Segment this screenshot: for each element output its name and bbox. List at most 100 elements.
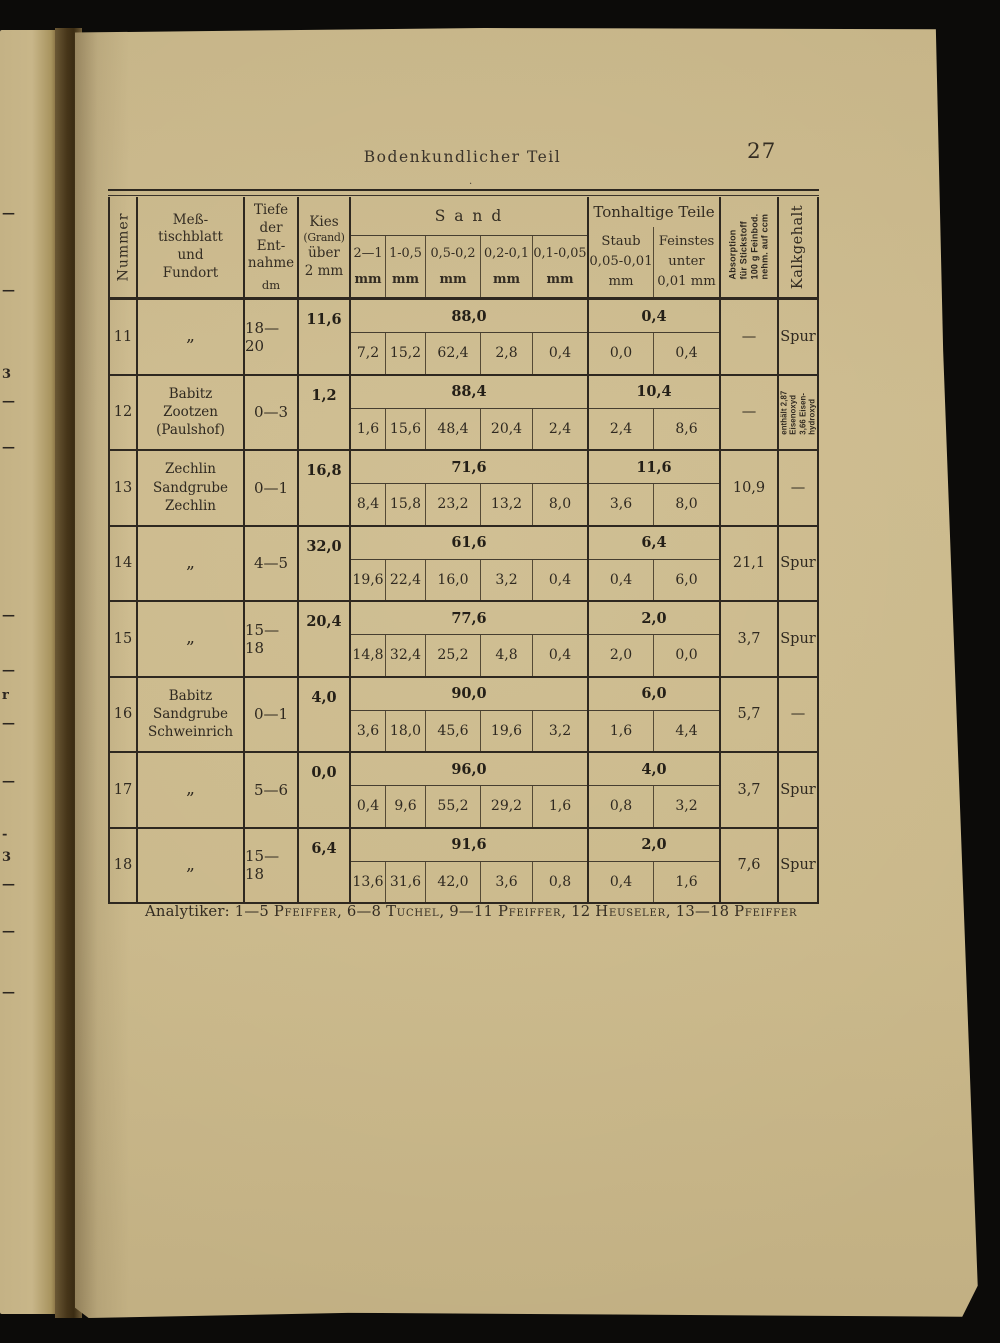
table-row: 13 Zechlin Sandgrube Zechlin 0—1 16,8 71,6…: [108, 451, 819, 527]
sand-value: 3,6: [480, 861, 532, 902]
header-kalkgehalt: Kalkgehalt: [779, 197, 819, 297]
kalkgehalt-cell: —: [779, 451, 819, 525]
kalk-iron-note: enthält 2,87 Eisenoxyd 3,66 Eisen-hydroxyd: [779, 390, 817, 435]
sand-fractions: 3,6 18,0 45,6 19,6 3,2: [351, 710, 587, 751]
margin-bleed-mark: —: [2, 924, 15, 939]
fundort-cell: „: [138, 300, 245, 374]
sand-fractions: 19,6 22,4 16,0 3,2 0,4: [351, 559, 587, 600]
margin-bleed-mark: —: [2, 440, 15, 455]
ton-value: 0,0: [653, 635, 719, 676]
sand-total: 96,0: [451, 760, 487, 778]
absorption-cell: 10,9: [721, 451, 779, 525]
table-row: 14 „ 4—5 32,0 61,6 19,6 22,4 16,0 3,2 0,4 6,…: [108, 526, 819, 602]
sand-total: 88,0: [451, 307, 487, 325]
sand-value: 3,6: [356, 722, 380, 739]
margin-bleed-mark: —: [2, 663, 15, 678]
kalkgehalt-cell: Spur: [779, 753, 819, 827]
ton-total: 4,0: [641, 760, 667, 778]
tiefe-cell: 0—1: [245, 677, 299, 751]
tiefe-cell: 15—18: [245, 602, 299, 676]
ton-cell: 4,0 0,8 3,2: [589, 753, 721, 827]
sand-value: 13,6: [352, 873, 384, 890]
ton-fractions: 2,0 0,0: [589, 635, 719, 676]
header-nummer: Nummer: [110, 197, 138, 297]
ton-cell: 10,4 2,4 8,6: [589, 375, 721, 449]
ton-value: 8,6: [653, 408, 719, 449]
absorption-cell: 3,7: [721, 753, 779, 827]
sand-value: 0,4: [532, 559, 587, 600]
margin-bleed-mark: —: [2, 774, 15, 789]
kies-cell: 11,6: [299, 300, 351, 374]
page: Bodenkundlicher Teil . 27 Nummer Meß-tis…: [75, 28, 978, 1318]
left-page-edge: — — 3 — — — — r — — - 3 — — —: [0, 30, 58, 1314]
ton-total: 11,6: [636, 458, 672, 476]
ton-fractions: 0,8 3,2: [589, 786, 719, 827]
margin-bleed-mark: 3: [2, 367, 11, 382]
sand-fractions: 0,4 9,6 55,2 29,2 1,6: [351, 786, 587, 827]
sand-value: 42,0: [425, 861, 480, 902]
row-number: 12: [110, 375, 138, 449]
ink-speck: .: [469, 176, 473, 187]
page-number: 27: [747, 139, 777, 164]
ton-value: 1,6: [653, 861, 719, 902]
row-number: 14: [110, 526, 138, 600]
ton-value: 1,6: [609, 722, 633, 739]
row-number: 17: [110, 753, 138, 827]
table-row: 11 „ 18—20 11,6 88,0 7,2 15,2 62,4 2,8 0,4 0…: [108, 300, 819, 376]
kies-cell: 1,2: [299, 375, 351, 449]
sand-value: 15,8: [385, 484, 425, 525]
ton-fractions: 0,4 6,0: [589, 559, 719, 600]
ton-fractions: 1,6 4,4: [589, 710, 719, 751]
margin-bleed-mark: —: [2, 283, 15, 298]
fundort-cell: „: [138, 828, 245, 902]
sand-subheader: 1-0,5 mm: [385, 236, 425, 297]
table-row: 17 „ 5—6 0,0 96,0 0,4 9,6 55,2 29,2 1,6 4,0 …: [108, 753, 819, 829]
ton-value: 6,0: [653, 559, 719, 600]
ton-total: 2,0: [641, 609, 667, 627]
sand-fractions: 7,2 15,2 62,4 2,8 0,4: [351, 333, 587, 374]
analyst-name: Tuchel: [386, 903, 440, 920]
sand-value: 8,4: [356, 496, 380, 513]
sand-total: 90,0: [451, 685, 487, 702]
sand-value: 2,4: [532, 408, 587, 449]
tiefe-cell: 18—20: [245, 300, 299, 374]
absorption-cell: 7,6: [721, 828, 779, 902]
kies-cell: 32,0: [299, 526, 351, 600]
sand-value: 3,2: [480, 559, 532, 600]
sand-value: 2,8: [480, 333, 532, 374]
sand-fractions: 1,6 15,6 48,4 20,4 2,4: [351, 408, 587, 449]
sand-value: 16,0: [425, 559, 480, 600]
tiefe-cell: 0—1: [245, 451, 299, 525]
fundort-cell: „: [138, 602, 245, 676]
ton-subheader: Feinstes unter 0,01 mm: [653, 227, 719, 297]
ton-value: 2,4: [609, 420, 633, 437]
header-sand-group: S a n d 2—1 mm 1-0,5 mm 0,5-0,2 mm 0,2-0,1 mm 0,…: [351, 197, 589, 297]
sand-fractions: 14,8 32,4 25,2 4,8 0,4: [351, 635, 587, 676]
ton-subheader: Staub 0,05-0,01 mm: [589, 234, 653, 289]
sand-total: 61,6: [451, 534, 487, 551]
ton-value: 0,4: [653, 333, 719, 374]
sand-value: 0,8: [532, 861, 587, 902]
ton-value: 0,0: [609, 345, 633, 362]
ton-total: 0,4: [641, 307, 667, 325]
sand-value: 1,6: [532, 786, 587, 827]
kies-cell: 4,0: [299, 677, 351, 751]
sand-cell: 71,6 8,4 15,8 23,2 13,2 8,0: [351, 451, 589, 525]
sand-value: 18,0: [385, 710, 425, 751]
ton-value: 4,4: [653, 710, 719, 751]
table-row: 18 „ 15—18 6,4 91,6 13,6 31,6 42,0 3,6 0,8 2…: [108, 828, 819, 904]
ton-fractions: 0,4 1,6: [589, 861, 719, 902]
row-number: 18: [110, 828, 138, 902]
sand-value: 9,6: [385, 786, 425, 827]
kalkgehalt-cell: Spur: [779, 828, 819, 902]
sand-cell: 96,0 0,4 9,6 55,2 29,2 1,6: [351, 753, 589, 827]
row-number: 15: [110, 602, 138, 676]
ton-value: 8,0: [653, 484, 719, 525]
margin-bleed-mark: —: [2, 985, 15, 1000]
sand-value: 1,6: [356, 420, 380, 437]
sand-cell: 77,6 14,8 32,4 25,2 4,8 0,4: [351, 602, 589, 676]
sand-value: 32,4: [385, 635, 425, 676]
margin-bleed-mark: —: [2, 206, 15, 221]
sand-cell: 91,6 13,6 31,6 42,0 3,6 0,8: [351, 828, 589, 902]
